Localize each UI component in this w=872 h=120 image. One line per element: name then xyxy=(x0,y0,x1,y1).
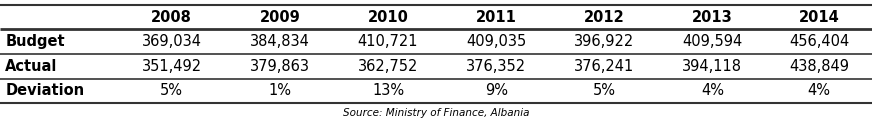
Text: 1%: 1% xyxy=(269,83,291,98)
Text: 351,492: 351,492 xyxy=(142,59,201,74)
Text: 9%: 9% xyxy=(485,83,508,98)
Text: 379,863: 379,863 xyxy=(250,59,310,74)
Text: 2011: 2011 xyxy=(476,10,516,25)
Text: 394,118: 394,118 xyxy=(683,59,742,74)
Text: Budget: Budget xyxy=(5,34,65,49)
Text: 4%: 4% xyxy=(807,83,831,98)
Text: 410,721: 410,721 xyxy=(358,34,419,49)
Text: 5%: 5% xyxy=(593,83,616,98)
Text: Source: Ministry of Finance, Albania: Source: Ministry of Finance, Albania xyxy=(343,108,529,118)
Text: 2009: 2009 xyxy=(260,10,300,25)
Text: 376,352: 376,352 xyxy=(467,59,526,74)
Text: 2008: 2008 xyxy=(152,10,192,25)
Text: 409,594: 409,594 xyxy=(682,34,743,49)
Text: 4%: 4% xyxy=(701,83,724,98)
Text: 362,752: 362,752 xyxy=(358,59,419,74)
Text: 384,834: 384,834 xyxy=(250,34,310,49)
Text: 456,404: 456,404 xyxy=(789,34,849,49)
Text: 409,035: 409,035 xyxy=(466,34,527,49)
Text: 438,849: 438,849 xyxy=(789,59,849,74)
Text: 376,241: 376,241 xyxy=(574,59,635,74)
Text: 369,034: 369,034 xyxy=(142,34,201,49)
Text: Actual: Actual xyxy=(5,59,58,74)
Text: 2010: 2010 xyxy=(368,10,408,25)
Text: 2014: 2014 xyxy=(799,10,840,25)
Text: 5%: 5% xyxy=(160,83,183,98)
Text: 2012: 2012 xyxy=(584,10,624,25)
Text: 13%: 13% xyxy=(372,83,404,98)
Text: 396,922: 396,922 xyxy=(574,34,635,49)
Text: 2013: 2013 xyxy=(692,10,732,25)
Text: Deviation: Deviation xyxy=(5,83,85,98)
